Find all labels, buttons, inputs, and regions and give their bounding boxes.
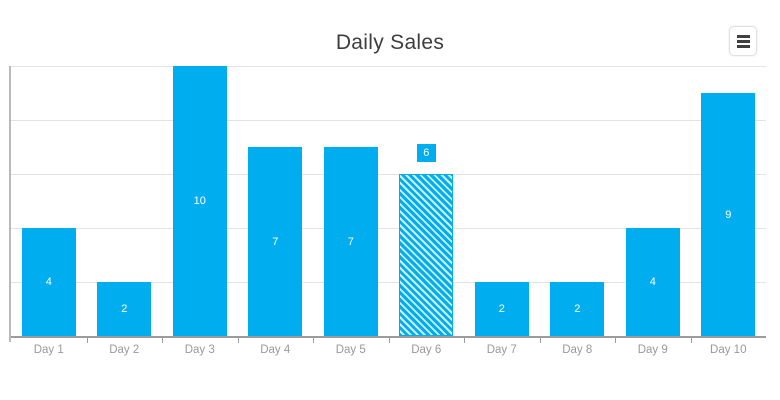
x-axis-label-day-9: Day 9 xyxy=(637,344,668,356)
gridline xyxy=(11,228,766,229)
gridline xyxy=(11,120,766,121)
bar-value-label: 7 xyxy=(347,235,354,248)
bar-value-label: 2 xyxy=(121,303,128,315)
bar-value-label: 9 xyxy=(725,208,732,221)
bar-day-6[interactable] xyxy=(399,174,454,336)
x-axis-label-day-4: Day 4 xyxy=(260,344,291,356)
x-axis-label-day-10: Day 10 xyxy=(710,344,747,356)
x-axis-tick xyxy=(690,338,692,343)
x-axis-tick xyxy=(615,338,616,343)
x-axis-label-day-1: Day 1 xyxy=(33,344,64,356)
bar-value-label: 2 xyxy=(574,303,581,315)
y-axis-line xyxy=(9,66,11,342)
gridline xyxy=(11,282,766,283)
x-axis-line xyxy=(11,336,766,338)
bar-day-3[interactable]: 10 xyxy=(172,66,227,336)
bar-value-label: 4 xyxy=(649,276,656,288)
x-axis-tick xyxy=(539,338,541,343)
bar-day-10[interactable]: 9 xyxy=(701,93,756,336)
gridline xyxy=(11,174,766,175)
bar-day-5[interactable]: 7 xyxy=(323,147,378,336)
bar-value-label: 4 xyxy=(45,276,52,288)
bar-day-9[interactable]: 4 xyxy=(625,228,680,336)
bar-day-1[interactable]: 4 xyxy=(21,228,76,336)
x-axis-label-day-3: Day 3 xyxy=(184,344,215,356)
bar-day-4[interactable]: 7 xyxy=(248,147,303,336)
x-axis-tick xyxy=(86,338,88,343)
export-menu-button[interactable] xyxy=(729,26,757,56)
x-axis-label-day-5: Day 5 xyxy=(335,344,366,356)
bar-value-label: 7 xyxy=(272,235,279,248)
bar-day-8[interactable]: 2 xyxy=(550,282,605,336)
x-axis-tick xyxy=(237,338,239,343)
x-axis-tick xyxy=(162,338,163,343)
bar-day-7[interactable]: 2 xyxy=(474,282,529,336)
bar-value-label: 10 xyxy=(193,195,206,207)
hamburger-menu-icon xyxy=(736,34,750,48)
x-axis-tick xyxy=(464,338,465,343)
x-axis-tick xyxy=(313,338,314,343)
x-axis-label-day-2: Day 2 xyxy=(109,344,140,356)
bar-callout-label-day-6: 6 xyxy=(416,144,436,162)
plot-area: 4 Day 1 2 Day 2 10 Day 3 7 Day 4 7 Day 5 6 Day 6 2 Da… xyxy=(9,66,766,356)
chart-title: Daily Sales xyxy=(335,31,445,54)
bar-day-2[interactable]: 2 xyxy=(97,282,152,336)
x-axis-label-day-6: Day 6 xyxy=(411,344,442,356)
bar-value-label: 2 xyxy=(498,303,505,315)
gridline xyxy=(11,66,766,67)
x-axis-label-day-7: Day 7 xyxy=(486,344,517,356)
x-axis-label-day-8: Day 8 xyxy=(562,344,593,356)
x-axis-tick xyxy=(388,338,390,343)
